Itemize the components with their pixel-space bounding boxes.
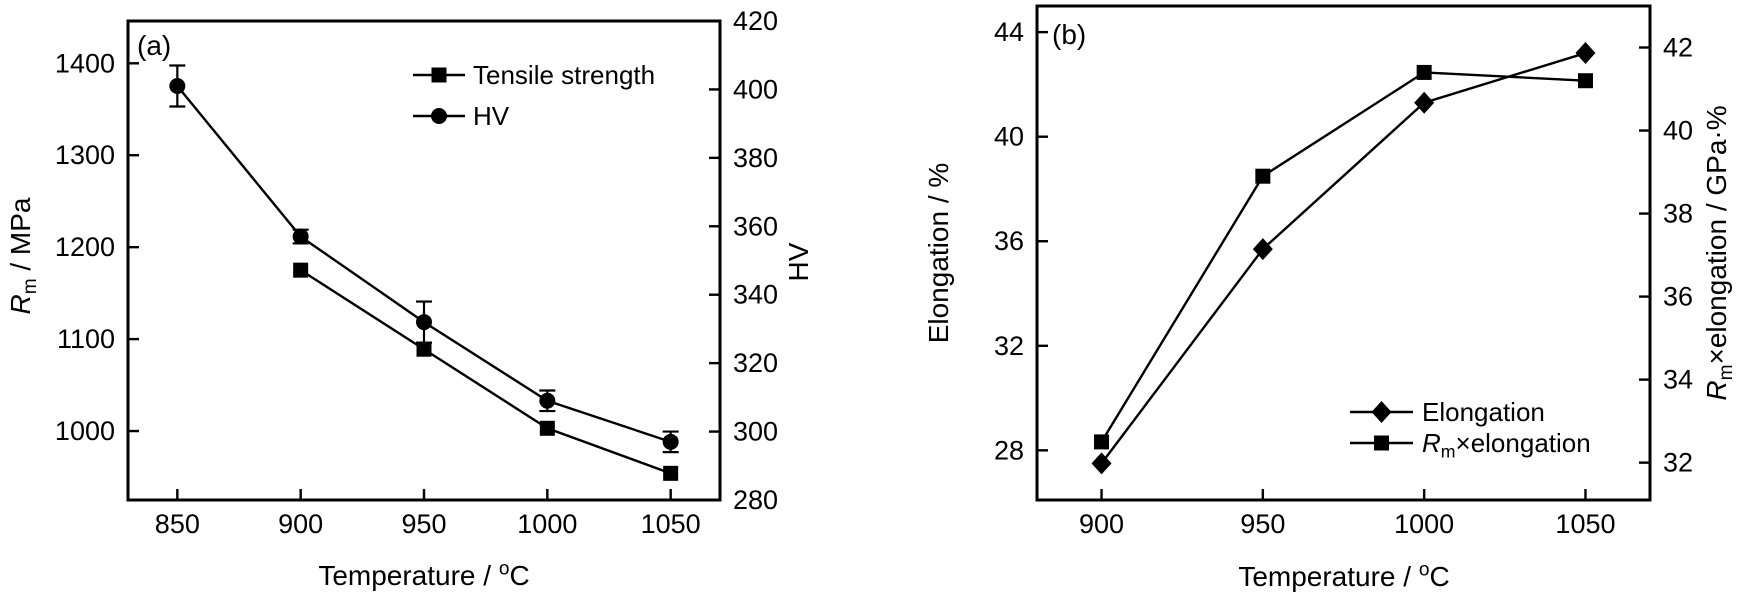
svg-text:HV: HV xyxy=(783,242,814,281)
y-tick-label-right: 300 xyxy=(733,417,778,447)
y-axis-left: 28 32 36 40 44 xyxy=(994,17,1048,465)
legend: Tensile strength HV xyxy=(413,60,655,131)
y-tick-label-left: 1300 xyxy=(55,140,115,170)
x-axis: 900 950 1000 1050 xyxy=(1079,489,1616,539)
y-tick-label-right: 34 xyxy=(1663,365,1693,395)
x-tick-label: 950 xyxy=(1240,509,1285,539)
svg-text:Rm / MPa: Rm / MPa xyxy=(5,197,41,314)
series-tensile-strength xyxy=(293,262,679,481)
y-tick-label-right: 320 xyxy=(733,348,778,378)
error-bars xyxy=(169,64,679,454)
x-tick-label: 1050 xyxy=(1555,509,1615,539)
legend-square-marker xyxy=(1374,435,1389,451)
y-tick-label-right: 340 xyxy=(733,280,778,310)
y-axis-title-left: Elongation / % xyxy=(923,163,954,344)
series-rm-elongation xyxy=(1094,64,1593,450)
x-tick-label: 850 xyxy=(155,509,200,539)
svg-text:Elongation / %: Elongation / % xyxy=(923,163,954,344)
x-axis-title: Temperature / oC xyxy=(1238,559,1449,592)
legend-entry-hv: HV xyxy=(413,101,510,131)
y-tick-label-left: 1200 xyxy=(55,232,115,262)
series-hv xyxy=(169,64,679,454)
panel-label: (a) xyxy=(137,30,171,61)
y-tick-label-right: 380 xyxy=(733,143,778,173)
y-tick-label-left: 40 xyxy=(994,122,1024,152)
legend-label: Tensile strength xyxy=(473,60,655,90)
y-tick-label-right: 280 xyxy=(733,485,778,515)
series-line xyxy=(300,269,672,475)
y-tick-label-right: 400 xyxy=(733,74,778,104)
x-axis-title: Temperature / oC xyxy=(318,558,529,591)
y-tick-label-left: 1000 xyxy=(55,416,115,446)
y-tick-label-right: 420 xyxy=(733,6,778,36)
legend-entry-rm-elongation: Rm×elongation xyxy=(1350,428,1591,462)
y-tick-label-left: 28 xyxy=(994,435,1024,465)
y-axis-right: 280 300 320 340 360 380 400 420 xyxy=(709,6,778,515)
svg-text:Rm×elongation / GPa·%: Rm×elongation / GPa·% xyxy=(1701,105,1737,400)
legend-circle-marker xyxy=(431,108,447,124)
y-tick-label-right: 40 xyxy=(1663,116,1693,146)
y-tick-label-left: 36 xyxy=(994,226,1024,256)
x-tick-label: 900 xyxy=(278,509,323,539)
y-axis-title-left: Rm / MPa xyxy=(5,197,41,314)
chart-b-elongation: 900 950 1000 1050 28 32 36 40 44 32 34 36 38 40 42 Elon… xyxy=(923,4,1737,592)
chart-a-strength-hardness: 850 900 950 1000 1050 1000 1100 1200 1300 1400 280… xyxy=(5,6,814,591)
y-tick-label-right: 32 xyxy=(1663,448,1693,478)
y-tick-label-left: 1400 xyxy=(55,48,115,78)
legend-entry-elongation: Elongation xyxy=(1350,397,1545,427)
y-tick-label-right: 42 xyxy=(1663,33,1693,63)
x-tick-label: 1050 xyxy=(641,509,701,539)
y-tick-label-left: 32 xyxy=(994,331,1024,361)
y-tick-label-right: 36 xyxy=(1663,282,1693,312)
y-tick-label-left: 1100 xyxy=(57,324,115,354)
series-line xyxy=(1100,51,1586,465)
series-line xyxy=(176,85,672,443)
legend-label: HV xyxy=(473,101,510,131)
y-axis-right: 32 34 36 38 40 42 xyxy=(1639,33,1693,478)
y-axis-title-right: Rm×elongation / GPa·% xyxy=(1701,105,1737,400)
x-tick-label: 1000 xyxy=(517,509,577,539)
series-line xyxy=(1100,71,1586,443)
panel-label: (b) xyxy=(1052,19,1086,50)
y-axis-title-right: HV xyxy=(783,242,814,281)
y-axis-left: 1000 1100 1200 1300 1400 xyxy=(55,48,139,446)
x-tick-label: 1000 xyxy=(1394,509,1454,539)
plot-frame xyxy=(1035,4,1652,502)
y-tick-label-left: 44 xyxy=(994,17,1024,47)
x-tick-label: 900 xyxy=(1079,509,1124,539)
y-tick-label-right: 360 xyxy=(733,211,778,241)
series-elongation xyxy=(1091,42,1596,475)
x-axis: 850 900 950 1000 1050 xyxy=(155,489,701,539)
legend-diamond-marker xyxy=(1371,401,1392,423)
legend-square-marker xyxy=(431,67,447,83)
x-tick-label: 950 xyxy=(401,509,446,539)
legend-label: Rm×elongation xyxy=(1422,428,1591,462)
y-tick-label-right: 38 xyxy=(1663,199,1693,229)
legend-entry-tensile-strength: Tensile strength xyxy=(413,60,655,90)
legend-label: Elongation xyxy=(1422,397,1545,427)
